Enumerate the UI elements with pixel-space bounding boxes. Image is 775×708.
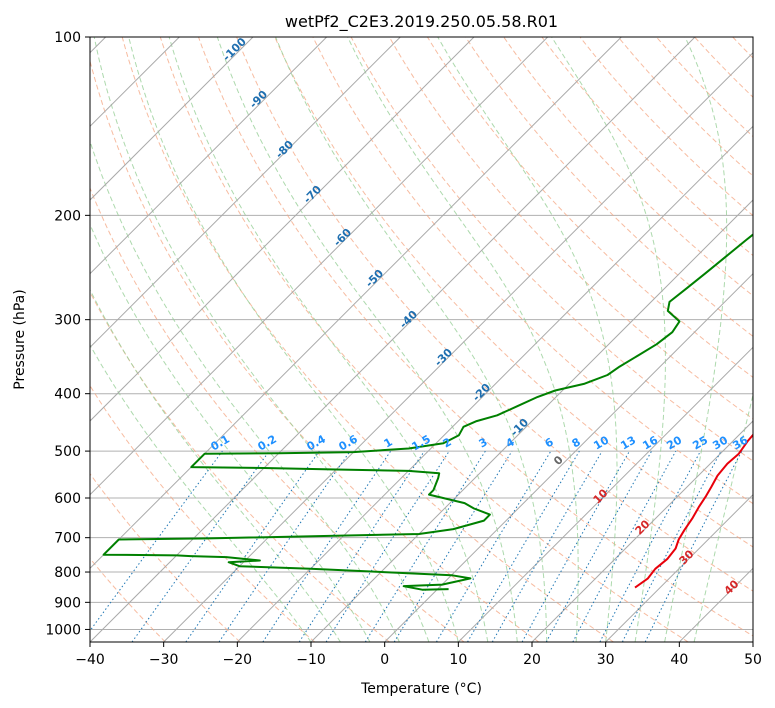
isotherm-line xyxy=(163,51,753,642)
mixing-ratio-line xyxy=(325,450,450,642)
dry-adiabat-line xyxy=(312,37,753,505)
mixing-ratio-line xyxy=(131,450,270,642)
dry-adiabat-line xyxy=(121,37,614,642)
x-tick-label: 40 xyxy=(670,652,688,668)
y-tick-label: 800 xyxy=(54,565,81,581)
moist-adiabat-line xyxy=(347,37,579,642)
dry-adiabat-line xyxy=(579,37,753,217)
moist-adiabat-line xyxy=(664,37,728,642)
mixing-ratio-line xyxy=(545,450,653,642)
x-tick-label: 20 xyxy=(523,652,541,668)
moist-adiabat-line xyxy=(693,392,753,642)
isotherm-line xyxy=(90,37,475,422)
mixing-ratio-line xyxy=(262,450,392,642)
x-axis-label: Temperature (°C) xyxy=(360,681,482,697)
isotherm-line xyxy=(236,125,753,642)
x-tick-label: 10 xyxy=(449,652,467,668)
y-tick-label: 500 xyxy=(54,444,81,460)
mixing-ratio-line xyxy=(572,450,677,642)
isotherm-line xyxy=(90,37,401,349)
dry-adiabat-line xyxy=(90,59,540,642)
x-tick-label: −40 xyxy=(75,652,105,668)
y-axis-label: Pressure (hPa) xyxy=(12,289,28,389)
dry-adiabat-line xyxy=(159,37,689,642)
y-tick-label: 900 xyxy=(54,595,81,611)
isotherm-line xyxy=(531,420,753,642)
isotherm-line xyxy=(457,346,753,642)
isotherm-line xyxy=(605,493,753,642)
temperature-line xyxy=(634,433,753,589)
isotherm-line xyxy=(310,199,753,642)
x-tick-label: 0 xyxy=(380,652,389,668)
mixing-ratio-line xyxy=(298,450,425,642)
isotherm-line xyxy=(90,37,549,496)
isotherm-line xyxy=(90,37,254,201)
dry-adiabat-line xyxy=(426,37,753,378)
dry-adiabat-line xyxy=(274,37,753,548)
dry-adiabat-line xyxy=(465,37,753,337)
mixing-ratio-line xyxy=(218,450,351,642)
dry-adiabat-line xyxy=(90,472,241,642)
y-tick-label: 200 xyxy=(54,208,81,224)
y-tick-label: 600 xyxy=(54,491,81,507)
y-tick-label: 700 xyxy=(54,531,81,547)
mixing-ratio-line xyxy=(644,450,743,642)
x-tick-label: 50 xyxy=(744,652,762,668)
moist-adiabat-line xyxy=(90,139,400,642)
moist-adiabat-line xyxy=(216,37,518,642)
profile-series xyxy=(102,233,753,591)
dry-adiabat-line xyxy=(236,37,753,592)
isotherm-line xyxy=(90,37,696,642)
isotherm-line xyxy=(90,37,328,275)
x-tick-label: 30 xyxy=(597,652,615,668)
dry-adiabat-line xyxy=(90,384,316,642)
plot-area xyxy=(90,37,753,642)
mixing-ratio-line xyxy=(90,450,223,632)
moist-adiabat-line xyxy=(90,223,371,642)
y-tick-label: 1000 xyxy=(45,622,81,638)
chart-title: wetPf2_C2E3.2019.250.05.58.R01 xyxy=(285,12,558,32)
x-tick-label: −30 xyxy=(149,652,179,668)
x-tick-label: −10 xyxy=(296,652,326,668)
mixing-ratio-line xyxy=(393,450,513,642)
y-tick-label: 300 xyxy=(54,313,81,329)
x-tick-label: −20 xyxy=(223,652,253,668)
moist-adiabat-line xyxy=(93,37,430,642)
axes: −40 −30 −20 −10 0 10 20 30 40 50 100 200 300 400 500 60… xyxy=(45,30,762,668)
dry-adiabat-line xyxy=(350,37,753,462)
isotherm-line xyxy=(384,272,753,642)
y-tick-label: 100 xyxy=(54,30,81,46)
moist-adiabat-line xyxy=(437,37,618,642)
mixing-ratio-line xyxy=(521,450,630,642)
moist-adiabat-line xyxy=(128,37,459,642)
moist-adiabat-line xyxy=(551,37,666,642)
dry-adiabat-line xyxy=(90,186,465,642)
mixing-ratio-line xyxy=(185,450,320,642)
y-tick-label: 400 xyxy=(54,387,81,403)
moist-adiabat-line xyxy=(90,288,341,642)
dewpoint-line xyxy=(102,233,753,591)
plot-frame xyxy=(89,36,754,643)
